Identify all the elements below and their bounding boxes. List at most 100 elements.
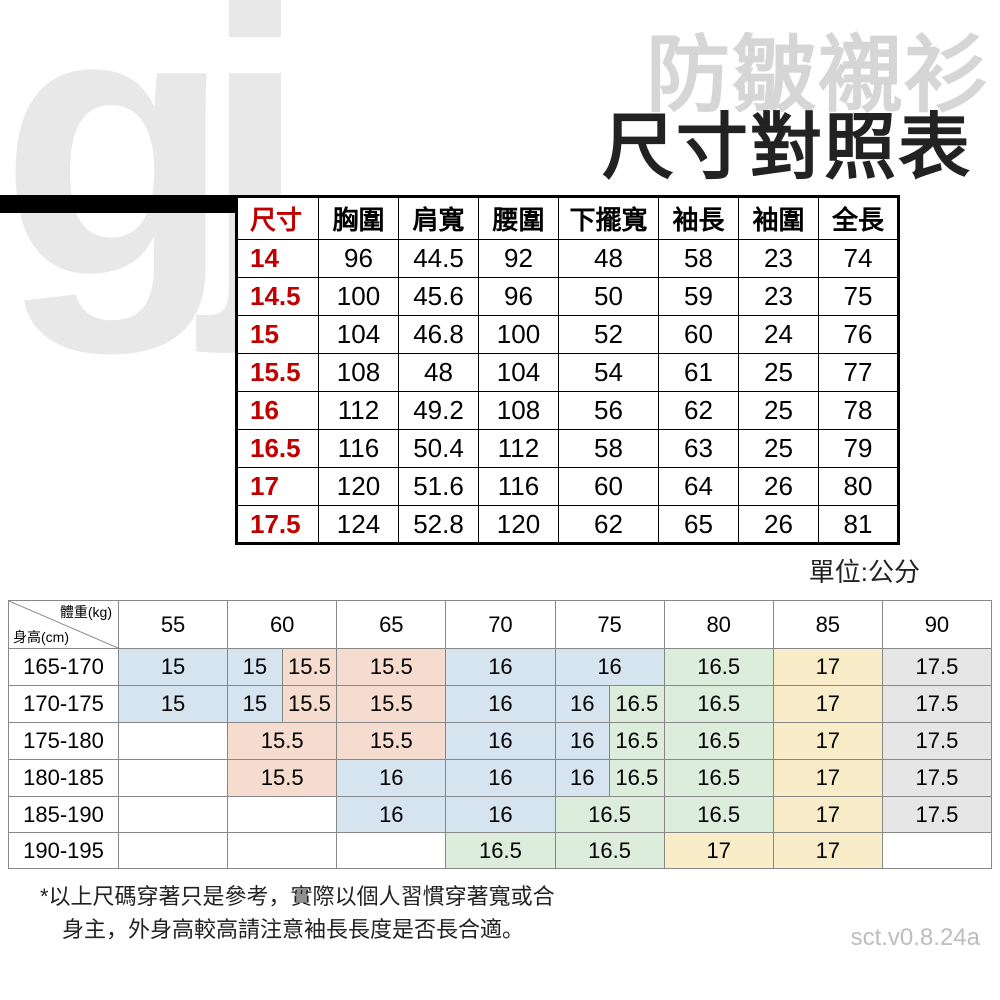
footnote-text: *以上尺碼穿著只是參考，實際以個人習慣穿著寬或合 身主，外身高較高請注意袖長長度… <box>40 880 555 946</box>
recommendation-cell: 16.5 <box>664 649 773 686</box>
measurement-cell: 50 <box>559 278 659 316</box>
size-value: 17 <box>237 468 319 506</box>
column-header: 肩寬 <box>399 197 479 240</box>
recommendation-cell: 16.5 <box>446 833 555 869</box>
decorative-bar <box>0 195 235 213</box>
measurement-cell: 74 <box>819 240 899 278</box>
measurement-cell: 80 <box>819 468 899 506</box>
size-table: 尺寸胸圍肩寬腰圍下擺寬袖長袖圍全長149644.5924858237414.51… <box>235 195 900 545</box>
table-row: 16.511650.411258632579 <box>237 430 899 468</box>
measurement-cell: 25 <box>739 430 819 468</box>
measurement-cell: 92 <box>479 240 559 278</box>
recommendation-split-cell: 15.5 <box>283 686 337 722</box>
recommendation-cell: 17 <box>664 833 773 869</box>
measurement-cell: 64 <box>659 468 739 506</box>
measurement-cell: 49.2 <box>399 392 479 430</box>
recommendation-cell <box>228 833 337 869</box>
recommendation-cell: 15 <box>119 649 228 686</box>
measurement-cell: 79 <box>819 430 899 468</box>
recommendation-cell: 15.5 <box>337 723 446 760</box>
measurement-cell: 48 <box>559 240 659 278</box>
column-header: 全長 <box>819 197 899 240</box>
measurement-cell: 56 <box>559 392 659 430</box>
recommendation-cell <box>119 760 228 797</box>
recommendation-cell: 17 <box>773 760 882 797</box>
weight-header: 65 <box>337 601 446 649</box>
recommendation-cell: 1515.5 <box>228 686 337 723</box>
measurement-cell: 46.8 <box>399 316 479 354</box>
recommendation-table-container: 體重(kg)身高(cm)5560657075808590165-17015151… <box>8 600 992 869</box>
recommendation-cell: 16 <box>337 760 446 797</box>
measurement-cell: 104 <box>479 354 559 392</box>
column-header: 袖圍 <box>739 197 819 240</box>
recommendation-cell: 1515.5 <box>228 649 337 686</box>
measurement-cell: 96 <box>319 240 399 278</box>
measurement-cell: 104 <box>319 316 399 354</box>
measurement-cell: 60 <box>659 316 739 354</box>
height-header: 180-185 <box>9 760 119 797</box>
measurement-cell: 81 <box>819 506 899 544</box>
recommendation-cell: 15 <box>119 686 228 723</box>
weight-axis-label: 體重(kg) <box>60 605 112 619</box>
height-header: 170-175 <box>9 686 119 723</box>
measurement-cell: 25 <box>739 392 819 430</box>
size-header: 尺寸 <box>237 197 319 240</box>
recommendation-split-cell: 15 <box>228 649 283 685</box>
measurement-cell: 26 <box>739 506 819 544</box>
recommendation-cell <box>337 833 446 869</box>
recommendation-cell: 17 <box>773 797 882 833</box>
measurement-cell: 108 <box>479 392 559 430</box>
weight-header: 80 <box>664 601 773 649</box>
recommendation-cell: 15.5 <box>228 723 337 760</box>
recommendation-cell: 16.5 <box>664 760 773 797</box>
recommendation-split-cell: 15 <box>228 686 283 722</box>
measurement-cell: 120 <box>479 506 559 544</box>
table-row: 165-170151515.515.5161616.51717.5 <box>9 649 992 686</box>
table-row: 175-18015.515.5161616.516.51717.5 <box>9 723 992 760</box>
measurement-cell: 59 <box>659 278 739 316</box>
measurement-cell: 45.6 <box>399 278 479 316</box>
recommendation-cell: 17.5 <box>882 797 991 833</box>
recommendation-cell: 16.5 <box>664 686 773 723</box>
recommendation-cell: 17 <box>773 833 882 869</box>
measurement-cell: 108 <box>319 354 399 392</box>
diagonal-header: 體重(kg) 身高(cm) <box>9 601 119 649</box>
recommendation-cell: 16.5 <box>555 833 664 869</box>
height-header: 185-190 <box>9 797 119 833</box>
table-row: 190-19516.516.51717 <box>9 833 992 869</box>
weight-header: 90 <box>882 601 991 649</box>
recommendation-cell: 15.5 <box>337 686 446 723</box>
recommendation-cell: 16.5 <box>555 797 664 833</box>
table-row: 1510446.810052602476 <box>237 316 899 354</box>
measurement-cell: 62 <box>559 506 659 544</box>
recommendation-cell: 16 <box>446 760 555 797</box>
measurement-cell: 62 <box>659 392 739 430</box>
column-header: 腰圍 <box>479 197 559 240</box>
measurement-cell: 112 <box>479 430 559 468</box>
column-header: 胸圍 <box>319 197 399 240</box>
size-value: 16.5 <box>237 430 319 468</box>
recommendation-cell: 17 <box>773 723 882 760</box>
measurement-cell: 116 <box>319 430 399 468</box>
measurement-cell: 51.6 <box>399 468 479 506</box>
recommendation-split-cell: 16 <box>556 760 611 796</box>
size-value: 16 <box>237 392 319 430</box>
recommendation-cell: 17.5 <box>882 723 991 760</box>
recommendation-split-cell: 15.5 <box>283 649 337 685</box>
table-row: 185-190161616.516.51717.5 <box>9 797 992 833</box>
weight-header: 55 <box>119 601 228 649</box>
measurement-cell: 60 <box>559 468 659 506</box>
recommendation-cell: 1616.5 <box>555 760 664 797</box>
size-table-container: 尺寸胸圍肩寬腰圍下擺寬袖長袖圍全長149644.5924858237414.51… <box>235 195 900 545</box>
recommendation-cell: 15.5 <box>228 760 337 797</box>
unit-label: 單位:公分 <box>809 552 920 589</box>
measurement-cell: 25 <box>739 354 819 392</box>
measurement-cell: 120 <box>319 468 399 506</box>
recommendation-table: 體重(kg)身高(cm)5560657075808590165-17015151… <box>8 600 992 869</box>
height-axis-label: 身高(cm) <box>13 630 69 644</box>
height-header: 175-180 <box>9 723 119 760</box>
measurement-cell: 52 <box>559 316 659 354</box>
table-row: 149644.59248582374 <box>237 240 899 278</box>
measurement-cell: 26 <box>739 468 819 506</box>
table-row: 15.51084810454612577 <box>237 354 899 392</box>
